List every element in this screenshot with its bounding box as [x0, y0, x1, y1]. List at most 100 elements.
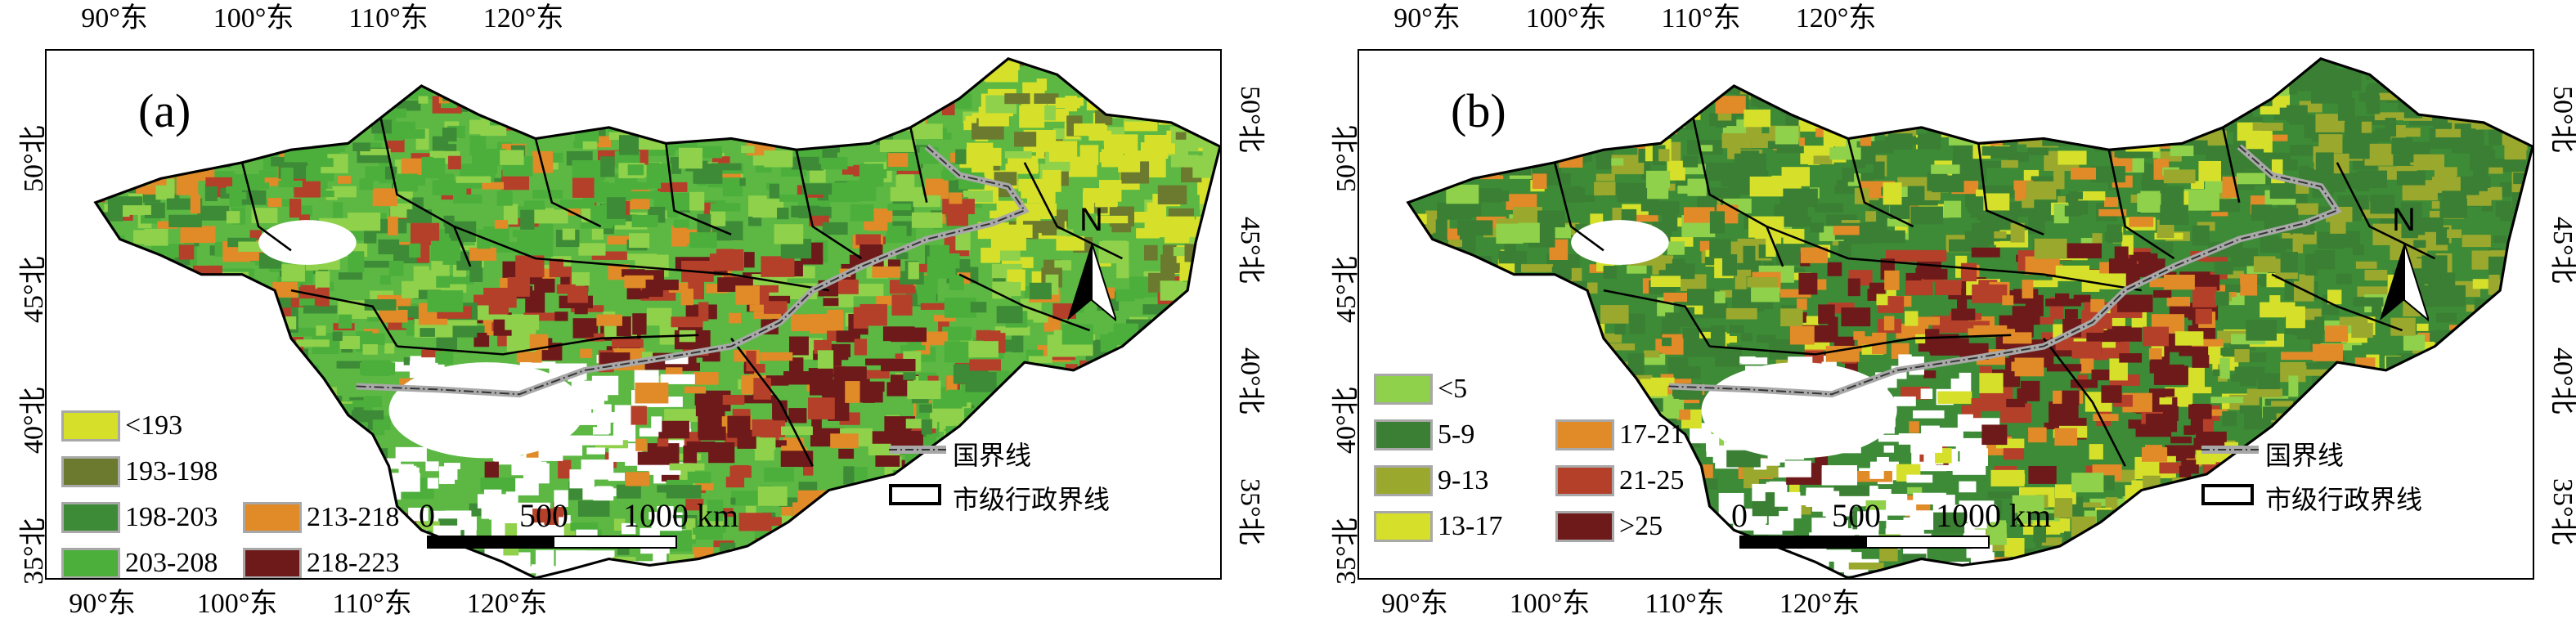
- city-boundary-symbol: [2201, 484, 2254, 505]
- national-border-label: 国界线: [953, 440, 1032, 471]
- legend-swatch: [243, 502, 302, 533]
- map-canvas: [93, 57, 1220, 578]
- lon-tick-top: 110°东: [1661, 3, 1741, 34]
- legend-item: 203-208: [61, 548, 218, 578]
- city-boundaries: [1406, 57, 2533, 578]
- legend-item: 218-223: [243, 548, 400, 578]
- national-border: [1668, 144, 2342, 398]
- scale-label: 1000 km: [623, 497, 739, 534]
- panel-label: (a): [138, 84, 191, 137]
- lat-tick-right: 35°北: [1235, 478, 1265, 545]
- legend-swatch: [1555, 511, 1614, 542]
- lon-tick-top: 90°东: [1393, 3, 1461, 34]
- lon-tick-bottom: 90°东: [1381, 589, 1448, 619]
- legend-swatch: [1374, 511, 1433, 542]
- national-border-label: 国界线: [2265, 440, 2345, 471]
- lon-tick-bottom: 100°东: [196, 589, 278, 619]
- lat-tick-left: 45°北: [19, 256, 49, 323]
- legend-label: 13-17: [1438, 511, 1503, 541]
- map-frame: (a)<193193-198198-203203-208208-213213-2…: [45, 49, 1222, 580]
- lat-tick-right: 40°北: [2547, 347, 2576, 415]
- lon-tick-bottom: 110°东: [332, 589, 412, 619]
- legend-swatch: [1374, 374, 1433, 405]
- scale-bar: [1739, 536, 1990, 549]
- lat-tick-left: 50°北: [1331, 125, 1362, 192]
- north-label: N: [1079, 202, 1103, 238]
- legend-label: 21-25: [1619, 465, 1685, 495]
- lon-tick-top: 110°东: [348, 3, 429, 34]
- city-boundary-symbol: [889, 484, 941, 505]
- lon-tick-top: 120°东: [1795, 3, 1877, 34]
- legend-item: 21-25: [1555, 465, 1684, 496]
- lat-tick-left: 40°北: [19, 387, 49, 454]
- legend-swatch: [61, 456, 120, 487]
- scale-label: 0: [419, 497, 435, 534]
- lon-tick-top: 90°东: [81, 3, 148, 34]
- national-border: [356, 144, 1030, 398]
- city-boundary-label: 市级行政界线: [953, 484, 1111, 515]
- legend-item: <5: [1374, 374, 1467, 405]
- legend-item: 9-13: [1374, 465, 1488, 496]
- legend-label: 193-198: [125, 456, 218, 486]
- legend-swatch: [1374, 419, 1433, 450]
- legend-item: <193: [61, 410, 182, 442]
- legend-label: 9-13: [1438, 465, 1489, 495]
- legend-swatch: [1374, 465, 1433, 496]
- north-arrow-icon: [1067, 243, 1116, 322]
- map-frame: (b) <5 5-9 9-13 13-17 17-21 21-25 >25 国界线市级行政界线 0…: [1358, 49, 2534, 580]
- north-arrow-icon: [2380, 243, 2429, 322]
- scale-label: 1000 km: [1936, 497, 2052, 534]
- scale-bar: [427, 536, 677, 549]
- lat-tick-right: 45°北: [2547, 217, 2576, 284]
- lat-tick-left: 40°北: [1331, 387, 1362, 454]
- legend-item: 13-17: [1374, 511, 1502, 542]
- lat-tick-right: 35°北: [2547, 478, 2576, 545]
- legend-label: >25: [1619, 511, 1663, 541]
- legend-swatch: [1555, 419, 1614, 450]
- legend-item: >25: [1555, 511, 1663, 542]
- lat-tick-right: 45°北: [1235, 217, 1265, 284]
- lon-tick-bottom: 100°东: [1509, 589, 1591, 619]
- map-canvas: [1406, 57, 2533, 578]
- legend-label: 218-223: [307, 548, 400, 578]
- lon-tick-top: 100°东: [213, 3, 294, 34]
- lon-tick-bottom: 110°东: [1645, 589, 1725, 619]
- national-border-symbol: [2201, 446, 2259, 454]
- lon-tick-bottom: 120°东: [1779, 589, 1860, 619]
- lat-tick-left: 35°北: [1331, 518, 1362, 585]
- legend-label: 203-208: [125, 548, 218, 578]
- national-border-symbol: [889, 446, 946, 454]
- lat-tick-left: 35°北: [19, 518, 49, 585]
- legend-swatch: [243, 548, 302, 578]
- legend-swatch: [61, 410, 120, 442]
- lon-tick-bottom: 120°东: [466, 589, 548, 619]
- legend-swatch: [1555, 465, 1614, 496]
- legend-item: 17-21: [1555, 419, 1684, 450]
- legend-swatch: [61, 548, 120, 578]
- lat-tick-right: 50°北: [2547, 86, 2576, 153]
- legend-item: 213-218: [243, 502, 399, 533]
- legend-item: 5-9: [1374, 419, 1474, 450]
- map-panel-b: 90°东 100°东 110°东 120°东 90°东 100°东 110°东 …: [1313, 0, 2576, 632]
- lat-tick-right: 50°北: [1235, 86, 1265, 153]
- north-label: N: [2392, 202, 2416, 238]
- legend-item: 198-203: [61, 502, 218, 533]
- legend-swatch: [61, 502, 120, 533]
- scale-label: 0: [1731, 497, 1748, 534]
- legend-item: 193-198: [61, 456, 218, 487]
- scale-label: 500: [1832, 497, 1881, 534]
- lat-tick-left: 45°北: [1331, 256, 1362, 323]
- lon-tick-bottom: 90°东: [69, 589, 136, 619]
- legend-label: <5: [1438, 374, 1468, 404]
- legend-label: 213-218: [307, 502, 400, 532]
- panel-label: (b): [1451, 84, 1506, 137]
- lon-tick-top: 100°东: [1525, 3, 1607, 34]
- city-boundary-label: 市级行政界线: [2265, 484, 2423, 515]
- legend-label: 5-9: [1438, 419, 1475, 450]
- city-boundaries: [93, 57, 1220, 578]
- legend-label: 198-203: [125, 502, 218, 532]
- lon-tick-top: 120°东: [482, 3, 564, 34]
- legend-label: 17-21: [1619, 419, 1685, 450]
- legend-label: <193: [125, 410, 183, 441]
- scale-label: 500: [519, 497, 568, 534]
